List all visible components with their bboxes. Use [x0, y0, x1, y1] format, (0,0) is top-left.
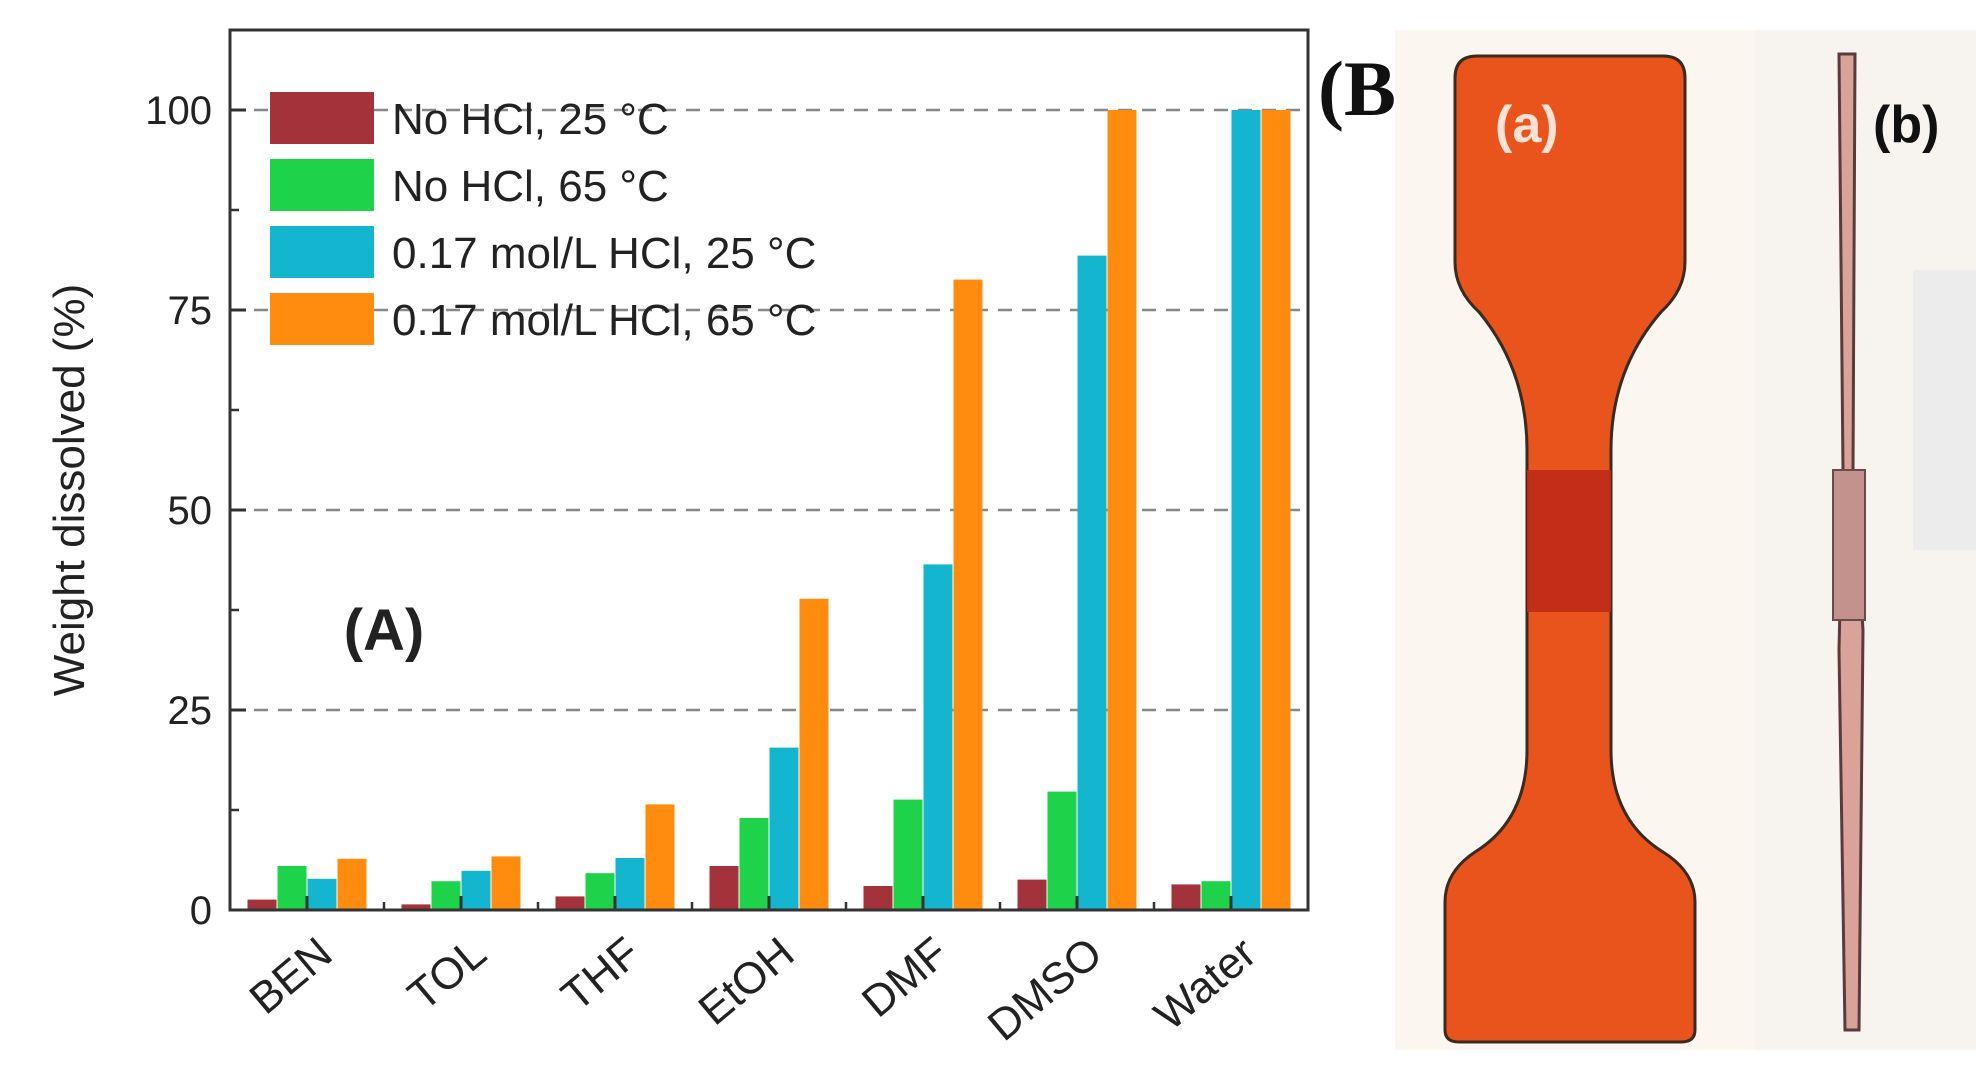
legend-swatch: [270, 92, 374, 144]
bar-tol-series-2: [431, 881, 461, 910]
bar-tol-series-1: [401, 904, 431, 910]
legend-label: 0.17 mol/L HCl, 65 °C: [392, 296, 816, 345]
bar-dmso-series-4: [1107, 110, 1137, 910]
bar-dmf-series-3: [923, 564, 953, 910]
photo-b-label: (b): [1873, 96, 1939, 154]
bar-ben-series-2: [277, 866, 307, 910]
legend-label: No HCl, 65 °C: [392, 162, 669, 211]
y-tick-label: 100: [145, 89, 212, 133]
bar-dmf-series-1: [863, 886, 893, 910]
bar-tol-series-3: [461, 870, 491, 910]
bar-thf-series-4: [645, 804, 675, 910]
legend-label: No HCl, 25 °C: [392, 95, 669, 144]
bar-ben-series-3: [307, 878, 337, 910]
panel-a-label: (A): [344, 598, 425, 663]
x-tick-label: Water: [1145, 928, 1265, 1040]
y-tick-label: 50: [168, 489, 213, 533]
bar-water-series-3: [1231, 110, 1261, 910]
bar-etoh-series-2: [739, 818, 769, 910]
side-view-photo: (b): [1755, 30, 1976, 1050]
photo-a-label: (a): [1495, 96, 1559, 154]
bar-thf-series-1: [555, 896, 585, 910]
bar-etoh-series-3: [769, 747, 799, 910]
x-tick-label: DMSO: [979, 928, 1112, 1050]
x-tick-label: EtOH: [690, 928, 804, 1035]
bar-thf-series-2: [585, 873, 615, 910]
legend-label: 0.17 mol/L HCl, 25 °C: [392, 229, 816, 278]
y-tick-label: 25: [168, 689, 213, 733]
legend: No HCl, 25 °C No HCl, 65 °C 0.17 mol/L HCl…: [270, 92, 816, 345]
x-tick-label: TOL: [399, 928, 495, 1020]
legend-swatch: [270, 293, 374, 345]
y-axis-label: Weight dissolved (%): [45, 284, 94, 696]
bar-dmf-series-2: [893, 799, 923, 910]
bar-water-series-4: [1261, 110, 1291, 910]
bar-water-series-1: [1171, 884, 1201, 910]
x-tick-label: THF: [552, 928, 649, 1021]
bar-thf-series-3: [615, 858, 645, 910]
bar-ben-series-4: [337, 858, 367, 910]
bar-tol-series-4: [491, 856, 521, 910]
bar-water-series-2: [1201, 881, 1231, 910]
y-tick-label: 0: [190, 889, 212, 933]
overlap-region: [1527, 470, 1611, 612]
x-tick-label: DMF: [853, 928, 958, 1027]
bar-dmso-series-3: [1077, 255, 1107, 911]
bar-dmso-series-2: [1047, 791, 1077, 910]
bar-ben-series-1: [247, 899, 277, 910]
bar-etoh-series-1: [709, 866, 739, 910]
bar-chart: 0 25 50 75 100 BEN TOL THF EtOH DMF DMSO Water No H…: [45, 28, 1310, 1051]
bar-dmf-series-4: [953, 279, 983, 911]
dogbone-specimen-photo: (a): [1395, 30, 1755, 1050]
legend-swatch: [270, 159, 374, 211]
bars-layer: [247, 110, 1291, 911]
bar-etoh-series-4: [799, 598, 829, 910]
legend-swatch: [270, 226, 374, 278]
y-tick-label: 75: [168, 289, 213, 333]
x-tick-label: BEN: [241, 928, 342, 1024]
bar-dmso-series-1: [1017, 879, 1047, 910]
